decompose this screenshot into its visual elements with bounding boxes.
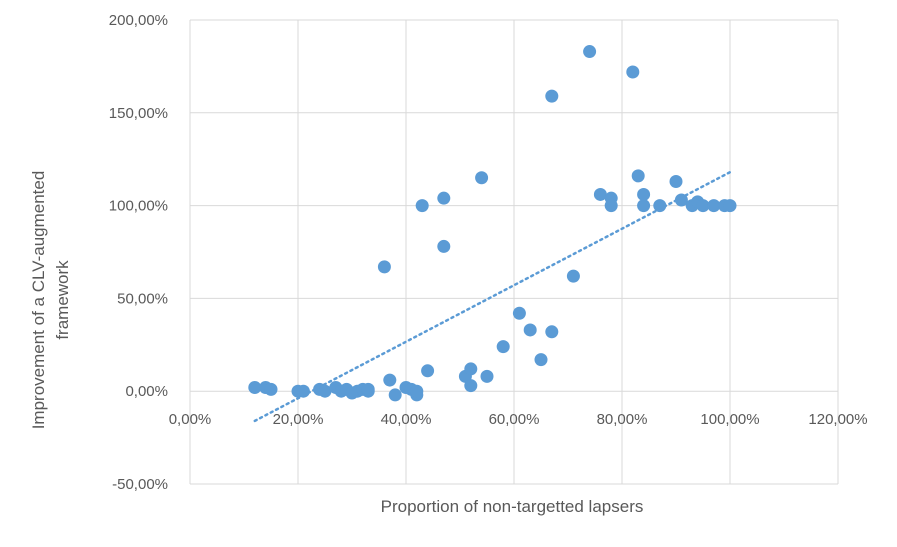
y-tick-label: 100,00% <box>109 198 168 215</box>
y-tick-labels: -50,00% 0,00% 50,00% 100,00% 150,00% 200,00% <box>109 12 168 493</box>
data-point <box>723 199 737 213</box>
data-point <box>637 199 651 213</box>
data-point <box>480 369 494 383</box>
x-tick-label: 60,00% <box>489 411 540 428</box>
x-tick-label: 120,00% <box>808 411 867 428</box>
data-point <box>464 379 478 393</box>
data-point <box>512 306 526 320</box>
y-tick-label: 150,00% <box>109 105 168 122</box>
data-point <box>361 382 375 396</box>
data-point <box>264 382 278 396</box>
data-point <box>674 193 688 207</box>
data-point <box>437 239 451 253</box>
x-tick-labels: 0,00% 20,00% 40,00% 60,00% 80,00% 100,00% 120,… <box>169 411 868 428</box>
data-point <box>626 65 640 79</box>
data-point <box>383 373 397 387</box>
data-point <box>475 171 489 185</box>
data-point <box>583 45 597 59</box>
data-point <box>248 380 262 394</box>
points-layer <box>248 45 737 402</box>
y-tick-label: 50,00% <box>117 290 168 307</box>
y-tick-label: 200,00% <box>109 12 168 29</box>
data-point <box>421 364 435 378</box>
trendline <box>253 170 732 423</box>
y-tick-label: -50,00% <box>112 476 168 493</box>
data-point <box>464 362 478 376</box>
trendline-layer <box>253 170 732 423</box>
x-tick-label: 20,00% <box>273 411 324 428</box>
data-point <box>388 388 402 402</box>
data-point <box>545 325 559 339</box>
data-point <box>566 269 580 283</box>
data-point <box>707 199 721 213</box>
x-axis-title: Proportion of non-targetted lapsers <box>381 497 644 516</box>
data-point <box>534 353 548 367</box>
data-point <box>637 187 651 201</box>
data-point <box>496 340 510 354</box>
data-point <box>696 199 710 213</box>
y-axis-title-line-2: framework <box>53 260 72 340</box>
x-tick-label: 100,00% <box>700 411 759 428</box>
data-point <box>669 174 683 188</box>
x-tick-label: 80,00% <box>597 411 648 428</box>
x-tick-label: 0,00% <box>169 411 212 428</box>
y-tick-label: 0,00% <box>125 383 168 400</box>
data-point <box>415 199 429 213</box>
data-point <box>593 187 607 201</box>
data-point <box>604 199 618 213</box>
data-point <box>631 169 645 183</box>
data-point <box>410 384 424 398</box>
data-point <box>545 89 559 103</box>
y-axis-title: Improvement of a CLV-augmented framework <box>29 171 72 430</box>
y-axis-title-line-1: Improvement of a CLV-augmented <box>29 171 48 430</box>
data-point <box>523 323 537 337</box>
data-point <box>437 191 451 205</box>
x-tick-label: 40,00% <box>381 411 432 428</box>
data-point <box>318 384 332 398</box>
data-point <box>377 260 391 274</box>
data-point <box>653 199 667 213</box>
data-point <box>296 384 310 398</box>
